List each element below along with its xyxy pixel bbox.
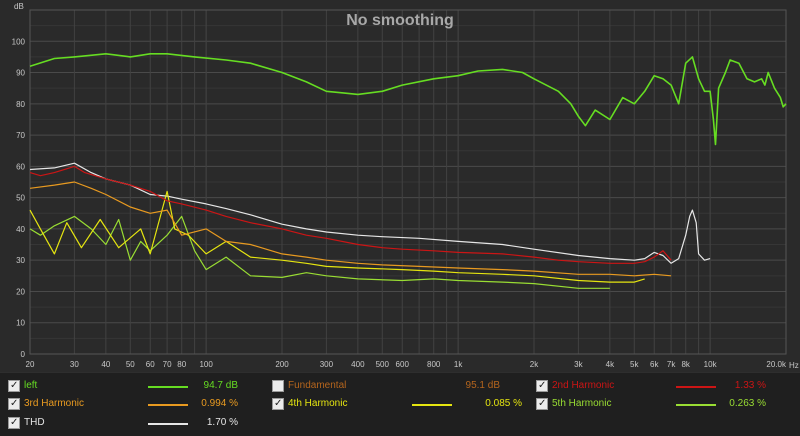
legend-value-5th-harmonic: 0.263 % [729, 398, 766, 409]
legend-label-5th-harmonic: 5th Harmonic [552, 398, 612, 409]
x-tick-label: 40 [101, 360, 110, 369]
legend-swatch-5th-harmonic [676, 404, 716, 406]
y-tick-labels: 0 10 20 30 40 50 60 70 80 90 100 [12, 37, 26, 359]
x-tick-label: 500 [376, 360, 390, 369]
legend-label-thd: THD [24, 417, 45, 428]
series-line-left [29, 53, 787, 146]
legend: left 94.7 dB Fundamental 95.1 dB 2nd Har… [0, 372, 800, 436]
x-tick-label: 7k [667, 360, 676, 369]
y-tick-label: 0 [21, 350, 26, 359]
legend-item-5th-harmonic[interactable]: 5th Harmonic 0.263 % [536, 395, 776, 413]
plot-frame [29, 9, 787, 355]
x-tick-label: 800 [427, 360, 441, 369]
x-tick-label: 60 [146, 360, 155, 369]
x-tick-label: 20 [26, 360, 35, 369]
legend-checkbox-3rd-harmonic[interactable] [8, 395, 20, 413]
legend-label-3rd-harmonic: 3rd Harmonic [24, 398, 85, 409]
x-tick-label: 5k [630, 360, 639, 369]
series-line-3rd-harmonic [29, 181, 672, 277]
x-tick-label: 100 [199, 360, 213, 369]
x-tick-label: 1k [454, 360, 463, 369]
x-axis-unit: Hz [789, 361, 799, 370]
legend-item-3rd-harmonic[interactable]: 3rd Harmonic 0.994 % [8, 395, 248, 413]
legend-item-2nd-harmonic[interactable]: 2nd Harmonic 1.33 % [536, 377, 776, 395]
x-tick-label: 6k [650, 360, 659, 369]
legend-swatch-left [148, 386, 188, 388]
legend-item-fundamental[interactable]: Fundamental 95.1 dB [272, 377, 532, 395]
y-tick-label: 100 [12, 37, 26, 46]
y-tick-label: 40 [16, 225, 25, 234]
legend-swatch-3rd-harmonic [148, 404, 188, 406]
series-lines [29, 53, 787, 289]
x-tick-label: 20.0k [766, 360, 787, 369]
x-tick-label: 4k [606, 360, 615, 369]
y-tick-label: 90 [16, 69, 25, 78]
legend-label-left: left [24, 380, 38, 391]
x-tick-label: 10k [704, 360, 718, 369]
legend-value-thd: 1.70 % [206, 417, 238, 428]
legend-item-left[interactable]: left 94.7 dB [8, 377, 248, 395]
legend-label-fundamental: Fundamental [288, 380, 347, 391]
legend-item-4th-harmonic[interactable]: 4th Harmonic 0.085 % [272, 395, 532, 413]
x-tick-label: 400 [351, 360, 365, 369]
x-tick-label: 3k [574, 360, 583, 369]
series-line-thd [29, 162, 711, 264]
legend-value-left: 94.7 dB [203, 380, 238, 391]
y-tick-label: 50 [16, 194, 25, 203]
legend-checkbox-left[interactable] [8, 377, 20, 395]
legend-value-4th-harmonic: 0.085 % [485, 398, 522, 409]
y-tick-label: 60 [16, 162, 25, 171]
legend-label-4th-harmonic: 4th Harmonic [288, 398, 348, 409]
legend-checkbox-fundamental[interactable] [272, 380, 284, 392]
legend-checkbox-5th-harmonic[interactable] [536, 395, 548, 413]
legend-checkbox-4th-harmonic[interactable] [272, 395, 284, 413]
y-tick-label: 10 [16, 319, 25, 328]
legend-swatch-2nd-harmonic [676, 386, 716, 388]
legend-swatch-4th-harmonic [412, 404, 452, 406]
legend-value-2nd-harmonic: 1.33 % [734, 380, 766, 391]
legend-label-2nd-harmonic: 2nd Harmonic [552, 380, 615, 391]
x-tick-label: 50 [126, 360, 135, 369]
series-line-2nd-harmonic [29, 165, 672, 264]
x-tick-label: 70 [163, 360, 172, 369]
x-tick-label: 8k [681, 360, 690, 369]
legend-checkbox-thd[interactable] [8, 414, 20, 432]
y-tick-label: 70 [16, 131, 25, 140]
y-tick-label: 80 [16, 100, 25, 109]
x-tick-label: 300 [320, 360, 334, 369]
legend-value-fundamental: 95.1 dB [465, 380, 500, 391]
x-tick-label: 2k [530, 360, 539, 369]
series-line-4th-harmonic [29, 190, 645, 283]
y-tick-label: 20 [16, 287, 25, 296]
legend-swatch-thd [148, 423, 188, 425]
distortion-chart: 0 10 20 30 40 50 60 70 80 90 100 20 30 40 50 60 70 80 100… [0, 0, 800, 372]
x-tick-label: 80 [177, 360, 186, 369]
legend-item-thd[interactable]: THD 1.70 % [8, 414, 248, 432]
grid [29, 9, 787, 355]
x-tick-label: 200 [275, 360, 289, 369]
y-tick-label: 30 [16, 256, 25, 265]
chart-title: No smoothing [346, 12, 454, 29]
legend-value-3rd-harmonic: 0.994 % [201, 398, 238, 409]
x-tick-labels: 20 30 40 50 60 70 80 100 200 300 400 500 600 800 1k 2k 3… [26, 360, 787, 369]
x-tick-label: 600 [396, 360, 410, 369]
series-line-5th-harmonic [29, 215, 610, 289]
legend-checkbox-2nd-harmonic[interactable] [536, 377, 548, 395]
x-tick-label: 30 [70, 360, 79, 369]
y-axis-unit: dB [14, 2, 24, 11]
